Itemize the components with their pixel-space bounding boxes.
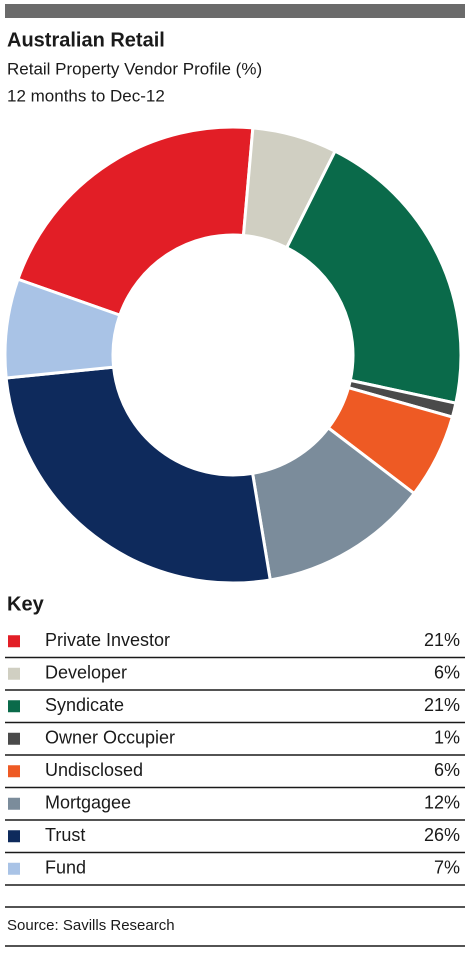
legend-title: Key: [7, 593, 45, 615]
chart-subtitle: 12 months to Dec-12: [7, 86, 165, 105]
legend-swatch: [8, 797, 20, 810]
legend-label: Fund: [45, 858, 86, 878]
donut-slice: [4, 365, 272, 585]
legend-swatch: [8, 700, 20, 713]
legend-swatch: [8, 732, 20, 745]
chart-title: Australian Retail: [7, 29, 165, 51]
header-bar: [5, 4, 465, 18]
legend-label: Undisclosed: [45, 760, 143, 780]
value-label: 21%: [424, 630, 460, 650]
legend-label: Mortgagee: [45, 793, 131, 813]
legend-label: Owner Occupier: [45, 728, 175, 748]
legend-label: Syndicate: [45, 695, 124, 715]
chart-subtitle: Retail Property Vendor Profile (%): [7, 59, 262, 78]
donut-slice: [16, 125, 255, 318]
value-label: 21%: [424, 695, 460, 715]
value-label: 26%: [424, 825, 460, 845]
legend-label: Developer: [45, 663, 127, 683]
value-label: 6%: [434, 760, 460, 780]
legend-swatch: [8, 830, 20, 843]
legend-swatch: [8, 765, 20, 778]
legend-swatch: [8, 635, 20, 648]
value-label: 6%: [434, 663, 460, 683]
legend-swatch: [8, 862, 20, 875]
value-label: 7%: [434, 858, 460, 878]
legend-swatch: [8, 667, 20, 680]
value-label: 12%: [424, 793, 460, 813]
legend-label: Trust: [45, 825, 85, 845]
legend-label: Private Investor: [45, 630, 170, 650]
donut-slice: [3, 277, 122, 380]
donut-slice: [284, 149, 463, 405]
source: Source: Savills Research: [7, 917, 175, 934]
value-label: 1%: [434, 728, 460, 748]
